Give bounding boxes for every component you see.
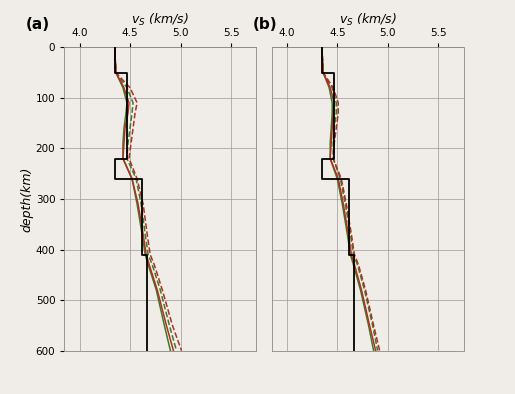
Text: (a): (a): [26, 17, 50, 32]
Text: (b): (b): [252, 17, 277, 32]
Y-axis label: depth(km): depth(km): [20, 166, 33, 232]
X-axis label: $v_S$ (km/s): $v_S$ (km/s): [131, 12, 190, 28]
X-axis label: $v_S$ (km/s): $v_S$ (km/s): [338, 12, 397, 28]
